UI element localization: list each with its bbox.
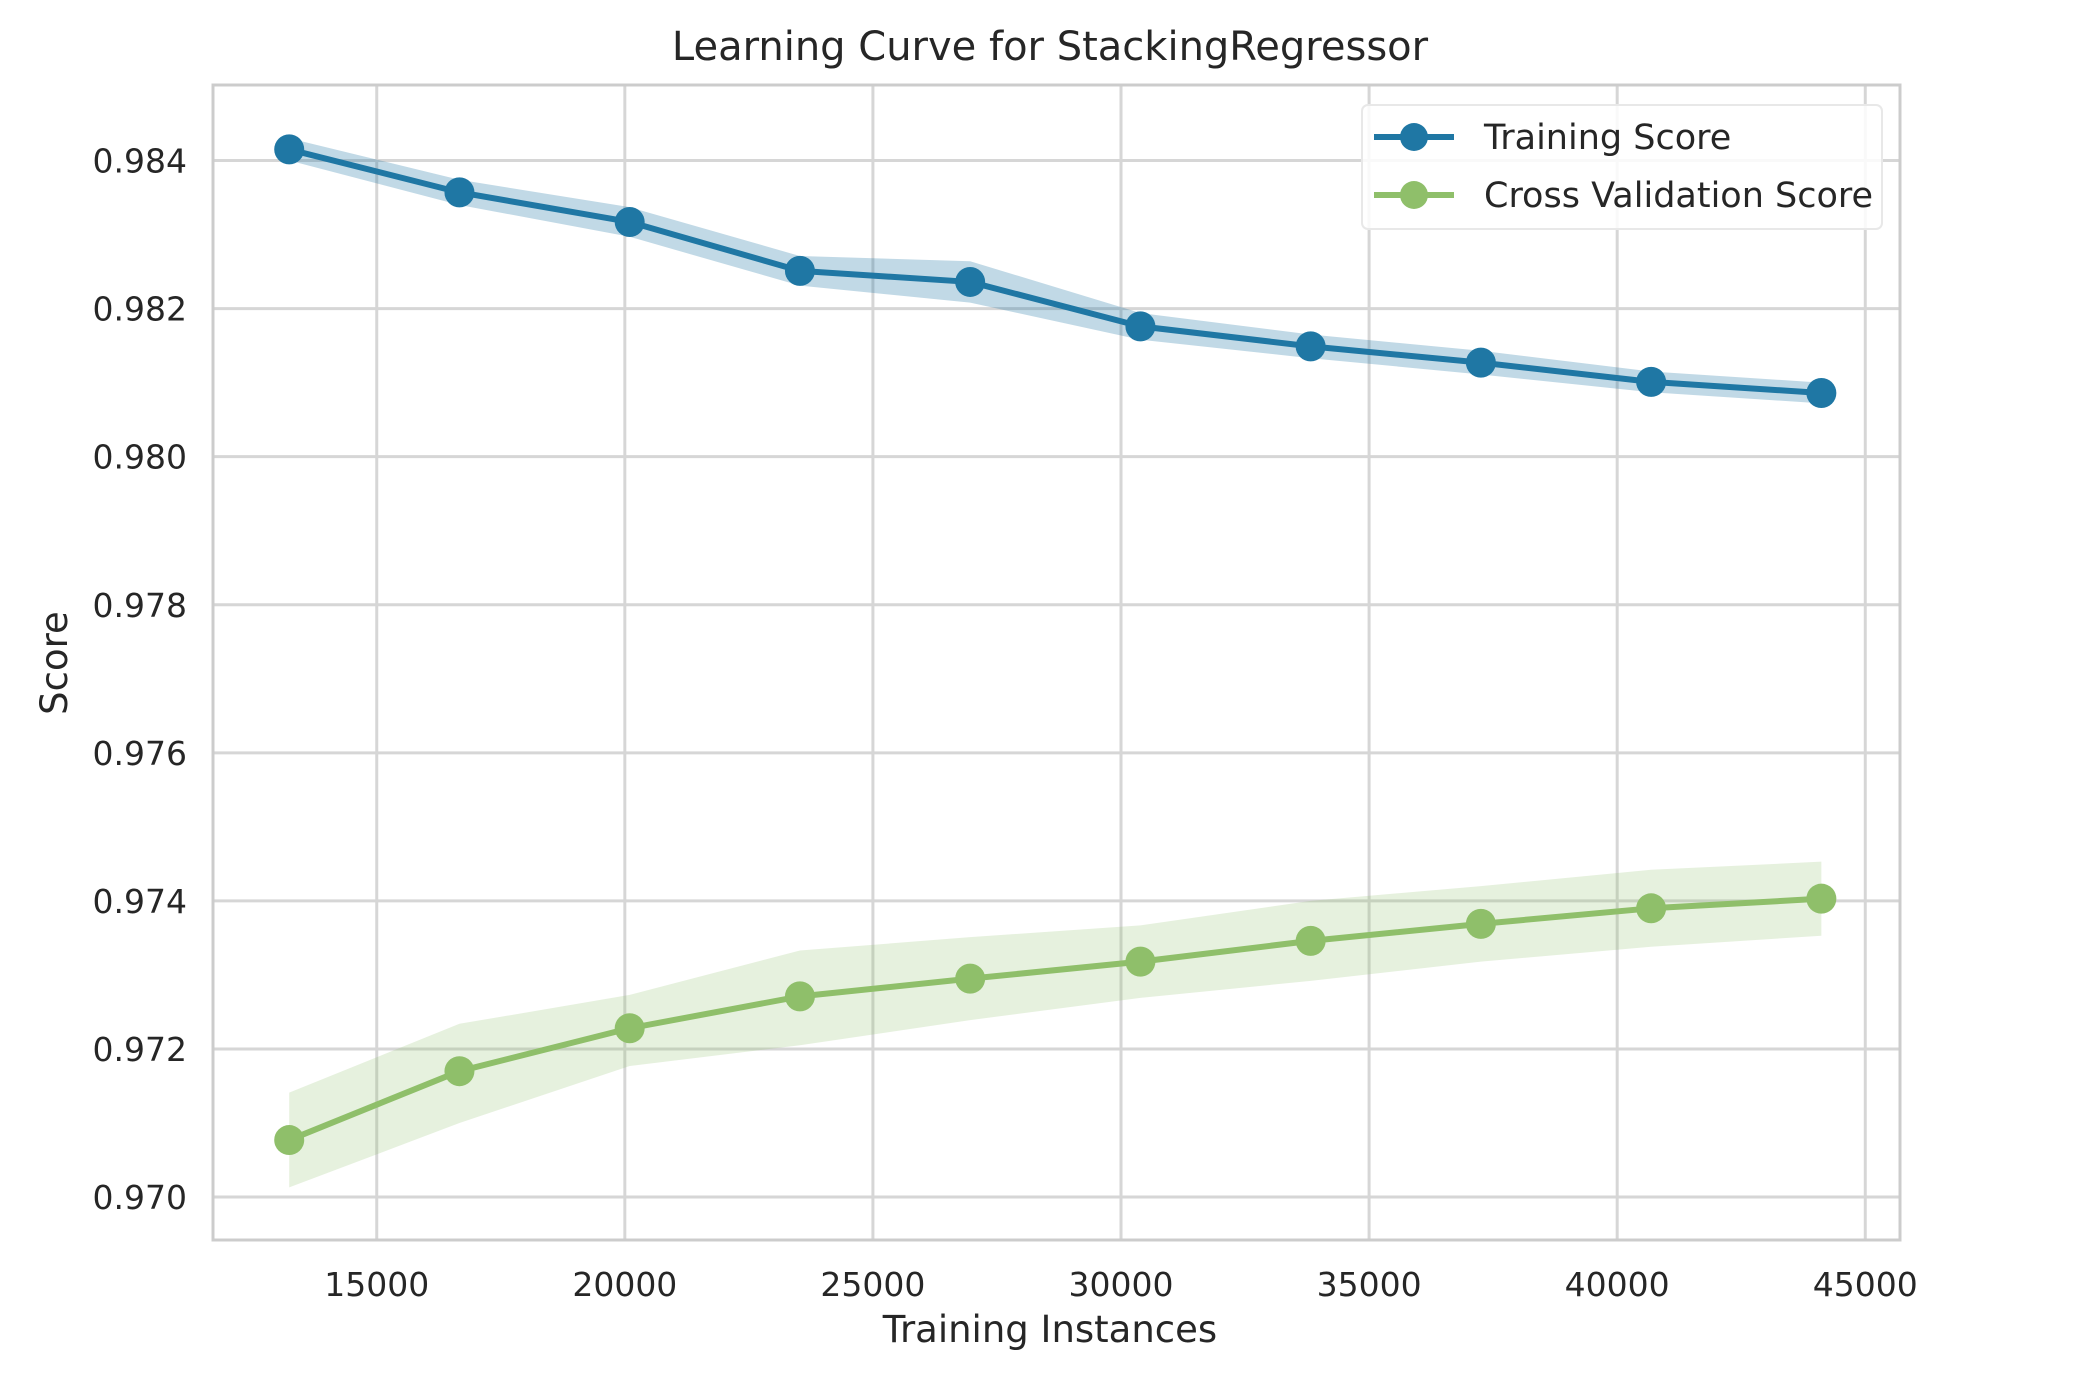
legend-swatch-marker — [1400, 181, 1428, 209]
data-point — [784, 981, 815, 1012]
x-axis-ticks: 15000 20000 25000 30000 35000 40000 45000 — [324, 1265, 1918, 1304]
x-tick-label: 20000 — [572, 1265, 677, 1304]
data-point — [1636, 366, 1667, 397]
variance-band-1 — [289, 861, 1822, 1188]
series-line-0 — [286, 146, 1825, 396]
data-point — [444, 1056, 475, 1087]
x-tick-label: 45000 — [1813, 1265, 1918, 1304]
data-point — [1636, 893, 1667, 924]
data-point — [1125, 946, 1156, 977]
legend-entry: Training Score — [1483, 118, 1731, 158]
x-axis-label: Training Instances — [882, 1308, 1217, 1351]
data-point — [1806, 378, 1837, 408]
x-tick-label: 40000 — [1565, 1265, 1670, 1304]
plot-frame — [211, 83, 1902, 1242]
data-point — [1295, 925, 1326, 956]
y-tick-label: 0.974 — [93, 882, 187, 921]
y-tick-label: 0.976 — [93, 734, 187, 773]
data-point — [1465, 908, 1496, 939]
series-points — [274, 134, 1837, 1156]
data-point — [614, 206, 645, 237]
legend-entry: Cross Validation Score — [1484, 176, 1873, 216]
legend-box — [1361, 104, 1883, 230]
y-tick-label: 0.984 — [93, 142, 187, 181]
y-tick-label: 0.978 — [93, 586, 187, 625]
x-tick-label: 15000 — [324, 1265, 429, 1304]
x-tick-label: 35000 — [1317, 1265, 1422, 1304]
y-tick-label: 0.972 — [93, 1030, 187, 1069]
data-point — [444, 177, 475, 208]
x-tick-label: 30000 — [1069, 1265, 1174, 1304]
series-line-1 — [286, 895, 1825, 1144]
data-point — [614, 1013, 645, 1044]
data-point — [1295, 331, 1326, 362]
data-point — [1806, 883, 1837, 914]
variance-bands — [289, 138, 1822, 1188]
x-tick-label: 25000 — [820, 1265, 925, 1304]
series-lines — [286, 146, 1825, 1144]
y-tick-label: 0.980 — [93, 438, 187, 477]
data-point — [274, 134, 305, 165]
data-point — [1125, 311, 1156, 342]
data-point — [955, 266, 986, 297]
data-point — [955, 963, 986, 994]
y-tick-label: 0.970 — [93, 1178, 187, 1217]
legend-swatch-marker — [1400, 123, 1428, 151]
data-point — [1465, 347, 1496, 378]
data-point — [784, 255, 815, 286]
legend: Training Score Cross Validation Score — [1361, 104, 1883, 230]
y-axis-label: Score — [33, 611, 76, 715]
chart-title: Learning Curve for StackingRegressor — [672, 24, 1429, 70]
y-axis-ticks: 0.970 0.972 0.974 0.976 0.978 0.980 0.982 0.984 — [93, 142, 187, 1218]
variance-band-0 — [289, 138, 1822, 404]
data-point — [274, 1125, 305, 1156]
y-tick-label: 0.982 — [93, 290, 187, 329]
